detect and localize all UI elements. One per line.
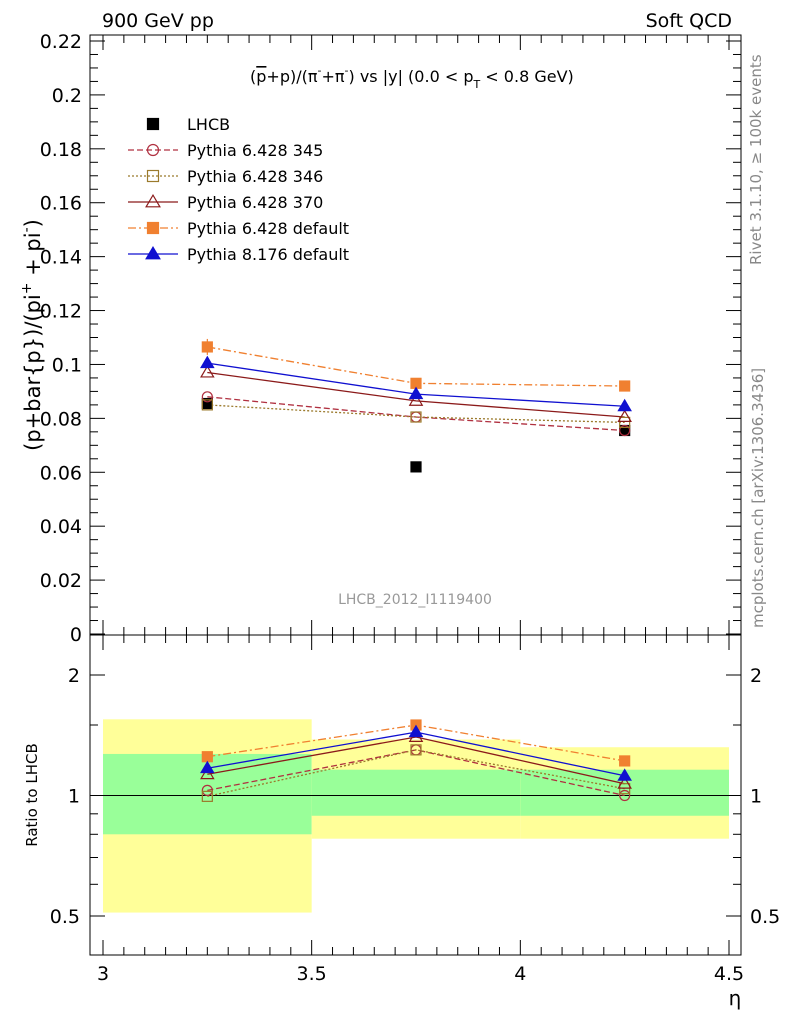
- data-point-pythia-6-428-default: [201, 341, 213, 353]
- legend-entry-pythia-6-428-346: Pythia 6.428 346: [128, 167, 323, 186]
- data-point-pythia-6-428-346: [410, 411, 422, 423]
- main-y-tick-label: 0.22: [40, 31, 82, 53]
- legend-marker: [145, 193, 161, 208]
- main-y-tick-label: 0.12: [40, 301, 82, 323]
- ratio-y-tick-label: 1: [68, 786, 80, 808]
- legend-marker: [146, 221, 160, 235]
- data-point-pythia-8-176-default: [617, 398, 632, 412]
- ratio-point-pythia-8-176-default: [617, 768, 632, 781]
- data-point-pythia-6-428-370: [200, 365, 215, 378]
- legend-label: Pythia 6.428 default: [187, 219, 349, 238]
- header-right: Soft QCD: [646, 10, 732, 32]
- ratio-point-pythia-8-176-default: [200, 760, 215, 774]
- x-tick-label: 3: [97, 963, 109, 985]
- series-line-pythia-6-428-345: [207, 396, 625, 432]
- legend-label: Pythia 8.176 default: [187, 245, 349, 264]
- legend-marker: [146, 169, 160, 183]
- series-line-pythia-6-428-370: [207, 371, 625, 418]
- ratio-y-tick-label-right: 0.5: [750, 906, 780, 928]
- data-point-pythia-8-176-default: [200, 355, 215, 369]
- main-y-tick-label: 0.16: [40, 193, 82, 215]
- legend-entry-lhcb: LHCB: [146, 115, 230, 134]
- legend-label: Pythia 6.428 346: [187, 167, 323, 186]
- main-plot-title: (p+p)/(π-+π-) vs |y| (0.0 < pT < 0.8 GeV…: [250, 64, 574, 91]
- ratio-point-pythia-6-428-346: [201, 790, 213, 802]
- legend-label: Pythia 6.428 370: [187, 193, 323, 212]
- ratio-point-pythia-8-176-default: [408, 724, 424, 738]
- main-y-tick-label: 0: [70, 624, 82, 646]
- data-point-pythia-6-428-346: [201, 399, 213, 411]
- main-y-tick-label: 0.08: [40, 408, 82, 430]
- legend-entry-pythia-6-428-default: Pythia 6.428 default: [128, 219, 349, 238]
- ratio-point-pythia-6-428-default: [201, 751, 213, 763]
- ratio-plot-panel: 0.5 0.5 1 1 2 2 3 3.5 4 4.5 Ratio to LHCB η: [23, 634, 780, 1010]
- legend-marker: [145, 245, 161, 260]
- main-y-tick-label: 0.2: [52, 85, 82, 107]
- ratio-point-pythia-6-428-370: [617, 776, 632, 789]
- x-tick-label: 4.5: [714, 963, 744, 985]
- x-tick-label: 4: [514, 963, 526, 985]
- mcplots-label: mcplots.cern.ch [arXiv:1306.3436]: [749, 368, 767, 628]
- data-point-pythia-6-428-370: [617, 409, 632, 422]
- data-point-pythia-6-428-345: [201, 391, 213, 403]
- ratio-point-pythia-6-428-346: [410, 744, 422, 756]
- x-tick-label: 3.5: [297, 963, 327, 985]
- ratio-y-tick-label-right: 1: [750, 786, 762, 808]
- legend-label: Pythia 6.428 345: [187, 141, 323, 160]
- ratio-line-pythia-6-428-346: [207, 749, 625, 798]
- main-y-tick-label: 0.04: [40, 516, 82, 538]
- x-axis-label: η: [729, 986, 742, 1010]
- ratio-y-tick-label: 2: [68, 665, 80, 687]
- header-left: 900 GeV pp: [102, 10, 214, 32]
- series-line-pythia-6-428-346: [207, 404, 625, 424]
- ratio-y-axis-label: Ratio to LHCB: [23, 743, 41, 847]
- data-point-pythia-6-428-default: [619, 380, 631, 392]
- data-point-pythia-8-176-default: [408, 386, 424, 400]
- ratio-point-pythia-6-428-370: [200, 766, 215, 780]
- data-point-pythia-6-428-370: [408, 393, 424, 406]
- rivet-label: Rivet 3.1.10, ≥ 100k events: [747, 54, 765, 265]
- legend-entry-pythia-6-428-370: Pythia 6.428 370: [128, 193, 323, 212]
- legend-entry-pythia-8-176-default: Pythia 8.176 default: [128, 245, 349, 264]
- main-y-tick-label: 0.18: [40, 139, 82, 161]
- data-point-pythia-6-428-346: [619, 416, 631, 429]
- legend: LHCB Pythia 6.428 345 Pythia 6.428 346 Pyth…: [128, 115, 349, 264]
- main-y-tick-label: 0.02: [40, 570, 82, 592]
- main-plot-panel: 0 0.02 0.04 0.06 0.08 0.1 0.12 0.14 0.16 0.18 0.2 0…: [19, 31, 742, 646]
- legend-marker: [146, 117, 160, 131]
- main-y-tick-label: 0.06: [40, 462, 82, 484]
- main-y-tick-label: 0.14: [40, 247, 82, 269]
- ratio-y-tick-label-right: 2: [750, 665, 762, 687]
- analysis-watermark: LHCB_2012_I1119400: [338, 592, 492, 608]
- data-point-pythia-6-428-345: [619, 424, 631, 437]
- main-y-tick-label: 0.1: [52, 354, 82, 376]
- ratio-point-pythia-6-428-default: [619, 755, 631, 767]
- ratio-point-pythia-6-428-345: [201, 784, 213, 796]
- ratio-point-pythia-6-428-345: [619, 789, 631, 802]
- legend-entry-pythia-6-428-345: Pythia 6.428 345: [128, 141, 323, 160]
- data-point-lhcb: [410, 461, 422, 473]
- ratio-y-tick-label: 0.5: [50, 906, 80, 928]
- main-y-axis-label: (p+bar{p})/(pi+ + pi-): [19, 219, 45, 451]
- legend-marker: [146, 143, 160, 157]
- legend-label: LHCB: [187, 115, 230, 134]
- uncertainty-band-green: [311, 769, 521, 816]
